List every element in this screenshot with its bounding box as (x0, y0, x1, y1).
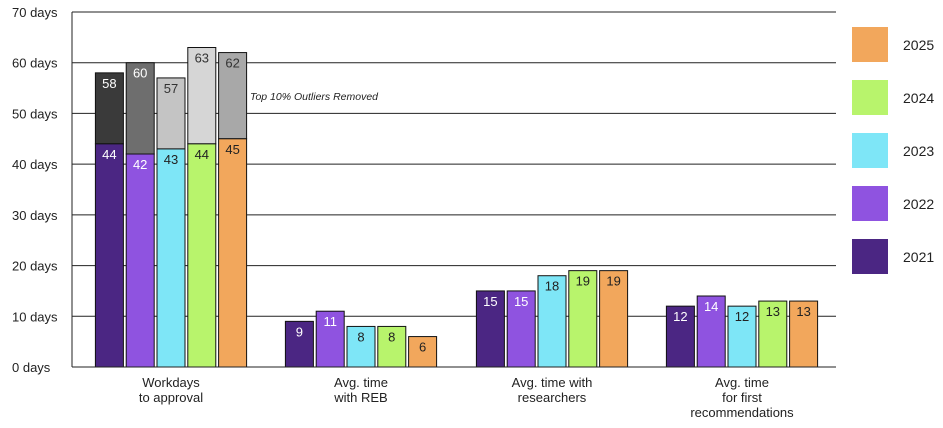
bar-value-label: 43 (164, 152, 178, 167)
bar-with-outliers (156, 77, 186, 150)
bar (537, 275, 567, 368)
bar (599, 270, 629, 368)
bar (346, 325, 376, 368)
gridlines (72, 11, 836, 317)
bar-value-label: 6 (419, 340, 426, 355)
y-tick-label: 70 days (12, 5, 58, 20)
bar (315, 310, 345, 368)
bar-value-label: 45 (225, 142, 239, 157)
category-labels: Workdays to approval Avg. time with REB Avg.… (139, 375, 794, 420)
bar-value-label: 11 (323, 314, 337, 329)
bar-value-label: 19 (606, 274, 620, 289)
bar (568, 270, 598, 368)
bar (218, 138, 248, 368)
outlier-value-label: 63 (195, 51, 209, 66)
bar (475, 290, 505, 368)
legend-swatch (852, 186, 888, 221)
y-tick-label: 30 days (12, 208, 58, 223)
bar-value-label: 12 (673, 309, 687, 324)
bar-with-outliers (187, 47, 217, 145)
bar-with-outliers (218, 52, 248, 140)
category-label: Avg. time with REB (333, 375, 388, 405)
legend-label: 2024 (903, 90, 934, 106)
bar (696, 295, 726, 368)
y-tick-label: 40 days (12, 157, 58, 172)
y-axis-tick-labels: 0 days 10 days 20 days 30 days 40 days 50 day… (12, 5, 58, 375)
bar-value-label: 19 (576, 274, 590, 289)
bar-value-label: 44 (195, 147, 209, 162)
legend-swatch (852, 27, 888, 62)
outlier-value-label: 62 (225, 56, 239, 71)
bar-value-label: 18 (545, 279, 559, 294)
outlier-value-label: 58 (102, 76, 116, 91)
category-label: Avg. time for first recommendations (690, 375, 794, 420)
bar-value-label: 15 (483, 294, 497, 309)
y-tick-label: 20 days (12, 259, 58, 274)
bar (506, 290, 536, 368)
axes (71, 12, 836, 368)
legend-label: 2022 (903, 196, 934, 212)
bar-value-label: 13 (796, 304, 810, 319)
category-label: Workdays to approval (139, 375, 203, 405)
y-tick-label: 0 days (12, 360, 51, 375)
bar (187, 143, 217, 368)
bar-value-label: 8 (388, 329, 395, 344)
outliers-annotation: Top 10% Outliers Removed (250, 91, 379, 103)
bars: 58 44 60 42 57 43 63 44 62 45 9 11 8 8 6 15 15 18 19 19 12 14… (94, 47, 819, 368)
category-label: Avg. time with researchers (512, 375, 593, 405)
legend-label: 2021 (903, 249, 934, 265)
bar (408, 336, 438, 368)
bar (758, 300, 788, 368)
legend-swatch (852, 80, 888, 115)
legend-swatch (852, 133, 888, 168)
legend-label: 2025 (903, 37, 934, 53)
outlier-value-label: 57 (164, 81, 178, 96)
bar (125, 153, 155, 368)
outlier-value-label: 60 (133, 66, 147, 81)
bar (94, 143, 124, 368)
y-tick-label: 60 days (12, 56, 58, 71)
bar (665, 305, 695, 368)
y-tick-label: 10 days (12, 309, 58, 324)
bar (727, 305, 757, 368)
legend: 2025 2024 2023 2022 2021 (852, 27, 934, 274)
bar-value-label: 14 (704, 299, 718, 314)
bar-value-label: 44 (102, 147, 116, 162)
legend-label: 2023 (903, 143, 934, 159)
bar-value-label: 15 (514, 294, 528, 309)
y-tick-label: 50 days (12, 106, 58, 121)
bar-value-label: 13 (766, 304, 780, 319)
bar (284, 320, 314, 368)
bar-with-outliers (125, 62, 155, 155)
bar-value-label: 8 (357, 329, 364, 344)
bar-value-label: 12 (735, 309, 749, 324)
bar-value-label: 9 (296, 324, 303, 339)
bar (156, 148, 186, 368)
legend-swatch (852, 239, 888, 274)
bar-value-label: 42 (133, 157, 147, 172)
